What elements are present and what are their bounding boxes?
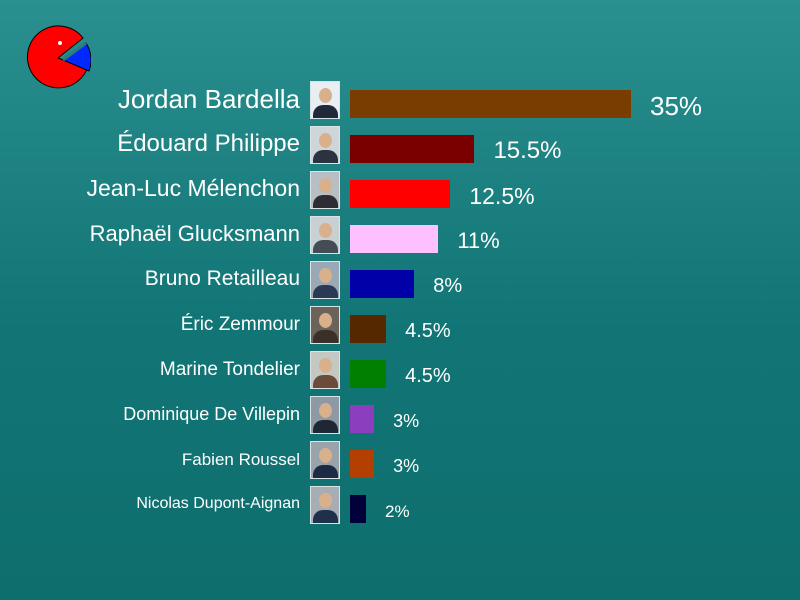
bar-rapha-l-glucksmann <box>350 225 439 253</box>
chart-row: Marine Tondelier 4.5% <box>0 350 800 394</box>
candidate-name-label: Éric Zemmour <box>180 313 300 335</box>
candidate-photo <box>310 216 340 254</box>
value-label: 11% <box>457 228 500 253</box>
bar-nicolas-dupont-aignan <box>350 495 367 523</box>
chart-row: Dominique De Villepin 3% <box>0 395 800 439</box>
candidate-photo <box>310 486 340 524</box>
candidate-name-label: Bruno Retailleau <box>144 267 300 291</box>
bar-jean-luc-m-lenchon <box>350 180 451 208</box>
candidate-photo <box>310 351 340 389</box>
candidate-photo <box>310 261 340 299</box>
candidate-name-label: Jordan Bardella <box>117 83 300 114</box>
candidate-name-label: Raphaël Glucksmann <box>89 220 300 246</box>
candidate-name-label: Fabien Roussel <box>181 449 300 469</box>
candidate-photo <box>310 441 340 479</box>
chart-row: Bruno Retailleau 8% <box>0 260 800 304</box>
candidate-photo <box>310 126 340 164</box>
logo-red-slice <box>26 25 88 89</box>
value-label: 8% <box>433 275 463 297</box>
chart-row: Jordan Bardella 35% <box>0 80 800 124</box>
candidate-name-label: Dominique De Villepin <box>123 404 300 425</box>
chart-row: Raphaël Glucksmann 11% <box>0 215 800 259</box>
candidate-photo <box>310 306 340 344</box>
bar-bruno-retailleau <box>350 270 415 298</box>
chart-row: Fabien Roussel 3% <box>0 440 800 484</box>
bar-marine-tondelier <box>350 360 387 388</box>
candidate-photo <box>310 81 340 119</box>
value-label: 4.5% <box>405 365 451 387</box>
value-label: 4.5% <box>405 320 451 342</box>
bar--douard-philippe <box>350 135 475 163</box>
bar-dominique-de-villepin <box>350 405 375 433</box>
logo-dot <box>58 41 62 45</box>
bar-fabien-roussel <box>350 450 375 478</box>
value-label: 2% <box>385 501 410 521</box>
candidate-photo <box>310 396 340 434</box>
candidate-photo <box>310 171 340 209</box>
chart-row: Jean-Luc Mélenchon 12.5% <box>0 170 800 214</box>
value-label: 3% <box>393 411 420 431</box>
value-label: 35% <box>650 91 703 121</box>
candidate-name-label: Marine Tondelier <box>159 358 300 380</box>
chart-row: Édouard Philippe 15.5% <box>0 125 800 169</box>
bar-jordan-bardella <box>350 90 631 118</box>
value-label: 3% <box>393 456 420 476</box>
candidate-name-label: Jean-Luc Mélenchon <box>86 175 300 202</box>
chart-row: Nicolas Dupont-Aignan 2% <box>0 485 800 529</box>
candidate-name-label: Nicolas Dupont-Aignan <box>136 495 300 513</box>
bar--ric-zemmour <box>350 315 387 343</box>
candidate-name-label: Édouard Philippe <box>117 129 300 157</box>
chart-row: Éric Zemmour 4.5% <box>0 305 800 349</box>
value-label: 12.5% <box>469 182 535 209</box>
value-label: 15.5% <box>493 137 562 164</box>
pie-chart-logo-icon <box>26 25 91 89</box>
